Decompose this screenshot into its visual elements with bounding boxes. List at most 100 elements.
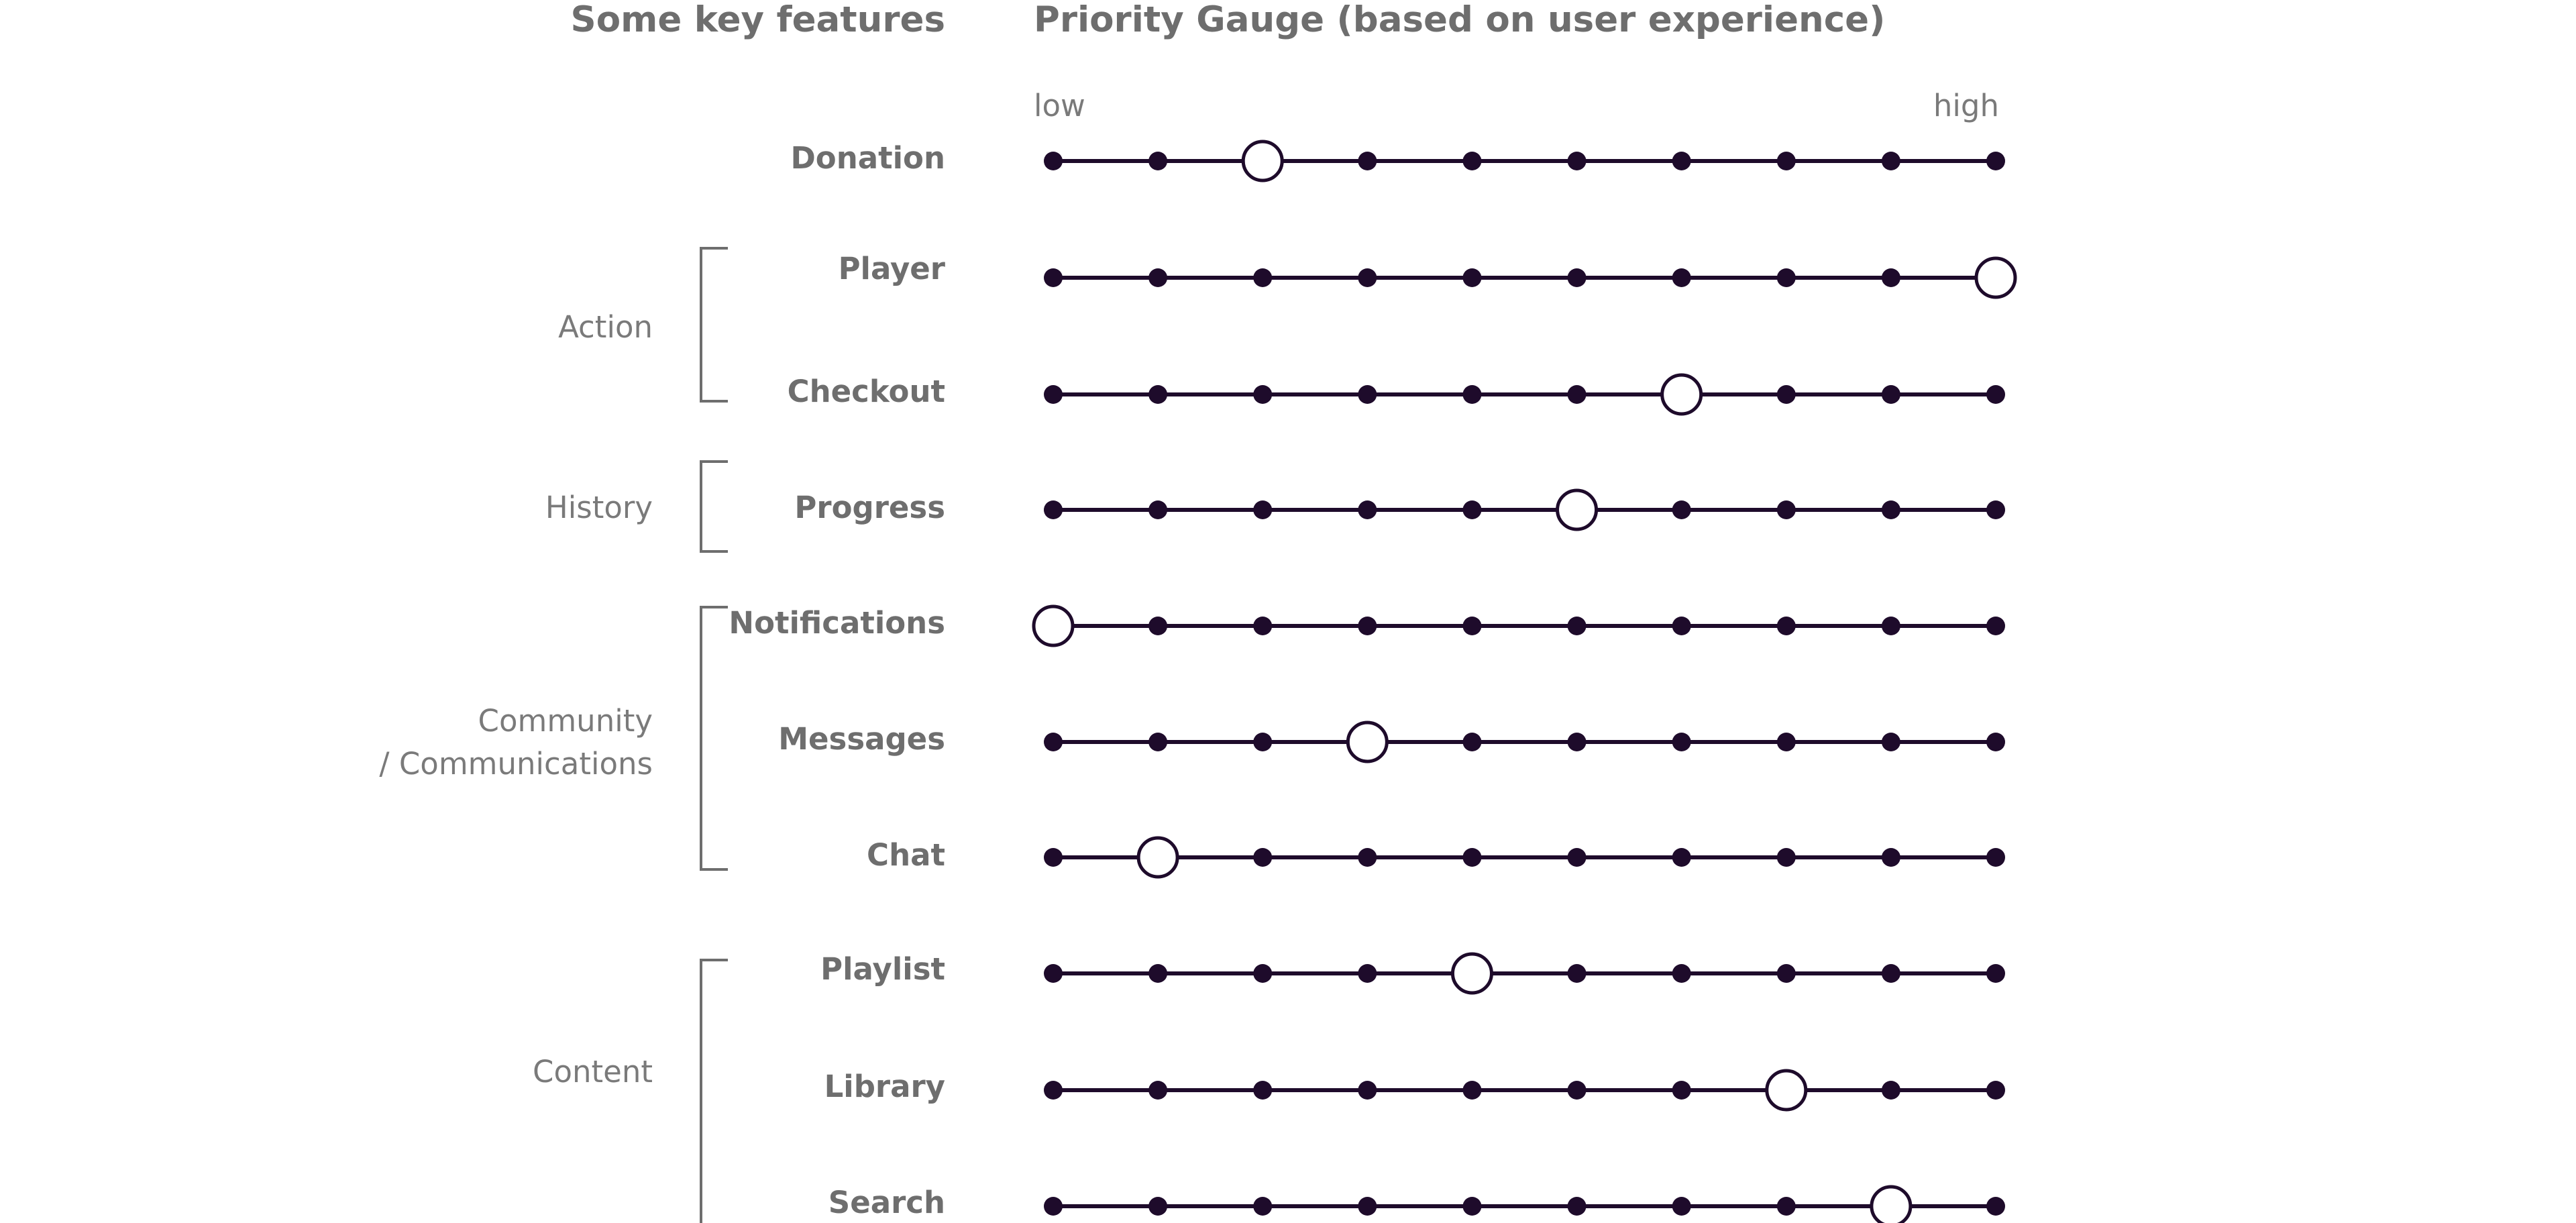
- gauge-step-dot: [1044, 1197, 1063, 1216]
- gauge-step-dot: [1462, 1197, 1482, 1216]
- gauge-step-dot: [1358, 1081, 1377, 1100]
- gauge-priority-marker: [1450, 952, 1493, 995]
- gauge-step-dot: [1358, 385, 1377, 404]
- gauge-priority-marker: [1765, 1069, 1808, 1112]
- gauge-step-dot: [1148, 500, 1168, 519]
- gauge-step-dot: [1462, 500, 1482, 519]
- gauge-step-dot: [1148, 964, 1168, 983]
- gauge-step-dot: [1358, 1197, 1377, 1216]
- group-label-content: Content: [533, 1051, 653, 1094]
- gauge-step-dot: [1567, 964, 1587, 983]
- gauge-step-dot: [1881, 733, 1900, 751]
- feature-label-notifications: Notifications: [729, 605, 945, 641]
- gauge-step-dot: [1776, 964, 1796, 983]
- scale-low-label: low: [1034, 88, 1085, 123]
- gauge-step-dot: [1986, 1197, 2005, 1216]
- gauge-step-dot: [1672, 1081, 1691, 1100]
- gauge-step-dot: [1776, 152, 1796, 170]
- gauge-step-dot: [1358, 964, 1377, 983]
- gauge-step-dot: [1253, 268, 1273, 287]
- gauge-step-dot: [1044, 385, 1063, 404]
- gauge-step-dot: [1044, 848, 1063, 867]
- gauge-step-dot: [1672, 964, 1691, 983]
- gauge-priority-marker: [1241, 140, 1284, 182]
- gauge-step-dot: [1253, 1197, 1273, 1216]
- gauge-step-dot: [1881, 617, 1900, 635]
- gauge-step-dot: [1462, 152, 1482, 170]
- gauge-priority-marker: [1346, 721, 1389, 763]
- feature-label-playlist: Playlist: [820, 951, 945, 987]
- gauge-step-dot: [1986, 733, 2005, 751]
- gauge-step-dot: [1358, 848, 1377, 867]
- gauge-row-checkout: [1044, 373, 2005, 416]
- gauge-step-dot: [1358, 617, 1377, 635]
- gauge-step-dot: [1986, 617, 2005, 635]
- gauge-step-dot: [1148, 733, 1168, 751]
- gauge-step-dot: [1253, 617, 1273, 635]
- gauge-step-dot: [1881, 500, 1900, 519]
- gauge-step-dot: [1881, 848, 1900, 867]
- gauge-step-dot: [1776, 617, 1796, 635]
- group-label-line: History: [545, 490, 653, 525]
- group-brackets: [700, 247, 728, 1223]
- gauge-step-dot: [1881, 1081, 1900, 1100]
- gauge-step-dot: [1462, 848, 1482, 867]
- gauge-row-search: [1044, 1185, 2005, 1223]
- gauge-row-progress: [1044, 488, 2005, 531]
- gauge-step-dot: [1148, 1081, 1168, 1100]
- gauge-step-dot: [1462, 385, 1482, 404]
- gauge-step-dot: [1776, 733, 1796, 751]
- gauge-row-player: [1044, 256, 2017, 299]
- gauge-step-dot: [1986, 152, 2005, 170]
- gauge-step-dot: [1672, 500, 1691, 519]
- gauge-step-dot: [1148, 152, 1168, 170]
- group-bracket-content: [700, 959, 728, 1223]
- gauge-rows: [1032, 140, 2017, 1223]
- gauge-step-dot: [1672, 733, 1691, 751]
- gauge-step-dot: [1253, 500, 1273, 519]
- gauge-step-dot: [1776, 500, 1796, 519]
- group-label-line: / Communications: [379, 746, 653, 782]
- gauge-step-dot: [1044, 500, 1063, 519]
- gauge-step-dot: [1358, 268, 1377, 287]
- gauge-step-dot: [1672, 848, 1691, 867]
- gauge-step-dot: [1567, 1081, 1587, 1100]
- feature-label-progress: Progress: [794, 490, 945, 525]
- gauge-priority-marker: [1556, 488, 1599, 531]
- gauge-step-dot: [1776, 848, 1796, 867]
- gauge-step-dot: [1253, 733, 1273, 751]
- gauge-step-dot: [1567, 848, 1587, 867]
- gauge-priority-marker: [1974, 256, 2017, 299]
- gauge-priority-marker: [1660, 373, 1703, 416]
- gauge-step-dot: [1253, 385, 1273, 404]
- gauge-step-dot: [1462, 617, 1482, 635]
- gauge-step-dot: [1253, 848, 1273, 867]
- gauge-row-library: [1044, 1069, 2005, 1112]
- gauge-step-dot: [1462, 1081, 1482, 1100]
- gauge-step-dot: [1044, 152, 1063, 170]
- group-label-community: Community / Communications: [379, 700, 653, 786]
- group-bracket-history: [700, 460, 728, 553]
- feature-label-chat: Chat: [867, 837, 945, 873]
- gauge-step-dot: [1986, 500, 2005, 519]
- group-bracket-action: [700, 247, 728, 403]
- gauge-step-dot: [1672, 1197, 1691, 1216]
- gauge-step-dot: [1358, 500, 1377, 519]
- group-label-line: Community: [478, 703, 653, 739]
- gauge-step-dot: [1776, 1197, 1796, 1216]
- features-heading: Some key features: [570, 0, 945, 40]
- group-label-line: Action: [558, 309, 653, 345]
- gauge-step-dot: [1567, 385, 1587, 404]
- gauge-step-dot: [1672, 268, 1691, 287]
- gauge-step-dot: [1567, 268, 1587, 287]
- gauge-heading: Priority Gauge (based on user experience…: [1034, 0, 1886, 40]
- group-label-history: History: [545, 486, 653, 529]
- feature-label-donation: Donation: [790, 140, 945, 176]
- gauge-step-dot: [1672, 152, 1691, 170]
- group-label-line: Content: [533, 1054, 653, 1089]
- gauge-step-dot: [1044, 733, 1063, 751]
- gauge-step-dot: [1881, 152, 1900, 170]
- feature-label-library: Library: [824, 1069, 945, 1104]
- gauge-row-chat: [1044, 836, 2005, 879]
